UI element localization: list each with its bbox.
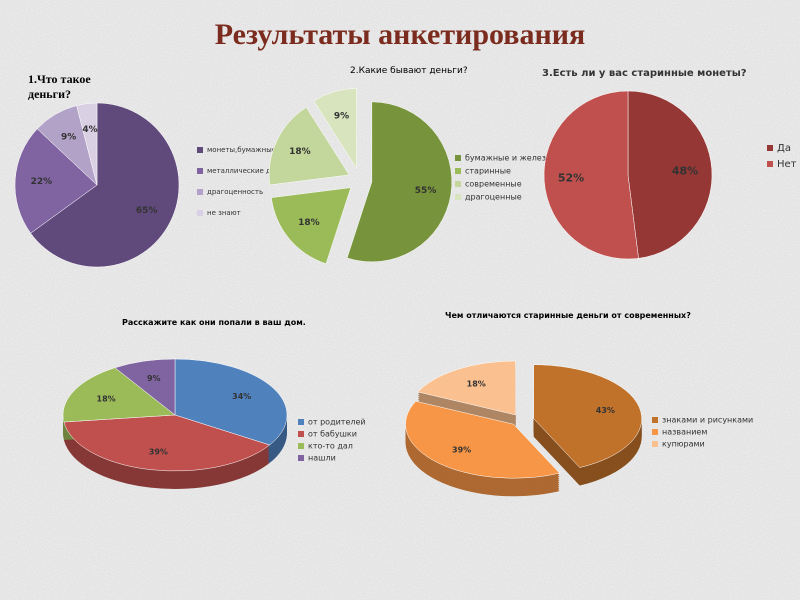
legend-label: Нет (777, 159, 797, 170)
pie-slice (405, 400, 560, 479)
legend-label: от бабушки (308, 430, 357, 439)
chart-title: Расскажите как они попали в ваш дом. (122, 318, 306, 327)
chart-title: 2.Какие бывают деньги? (350, 66, 468, 76)
value-label: 52% (558, 172, 584, 185)
legend-label: не знают (207, 209, 241, 217)
pie-slice (62, 367, 176, 423)
value-label: 34% (232, 392, 251, 401)
pie-slice (346, 101, 453, 263)
chart-title: Чем отличаются старинные деньги от совре… (445, 311, 691, 320)
value-label: 55% (415, 186, 437, 196)
pie-slice (313, 88, 357, 170)
legend-swatch (197, 189, 203, 195)
value-label: 4% (82, 125, 97, 135)
legend-label: металлические деньги (207, 167, 292, 175)
value-label: 18% (298, 218, 320, 228)
legend-swatch (298, 419, 304, 425)
legend-swatch (652, 417, 658, 423)
slide-title: Результаты анкетирования (214, 18, 586, 51)
legend-label: старинные (465, 167, 511, 176)
pie-slice (533, 364, 642, 468)
pie-slice (76, 102, 98, 186)
legend-label: Да (777, 143, 791, 154)
pie-slice (271, 187, 352, 265)
pie-slice (417, 360, 516, 416)
pie-slice (14, 128, 98, 234)
legend-label: драгоценные (465, 193, 522, 202)
value-label: 39% (149, 448, 168, 457)
legend-swatch (652, 441, 658, 447)
legend-label: знаками и рисунками (662, 416, 753, 425)
legend-label: современные (465, 180, 522, 189)
legend-swatch (197, 210, 203, 216)
pie-slice (30, 102, 180, 268)
legend-swatch (767, 145, 773, 151)
chart-title: 3.Есть ли у вас старинные монеты? (542, 68, 747, 79)
legend-label: драгоценность (207, 188, 263, 196)
value-label: 9% (147, 374, 161, 383)
legend-swatch (455, 181, 461, 187)
pie-slice (627, 90, 713, 259)
legend-swatch (652, 429, 658, 435)
legend-swatch (298, 443, 304, 449)
chart-title: 1.Что такое деньги? (28, 72, 91, 101)
legend-label: монеты,бумажные деньги (207, 146, 304, 154)
value-label: 18% (467, 379, 486, 388)
pie-slice (268, 106, 350, 186)
pie-slice (63, 414, 271, 472)
legend-label: купюрами (662, 440, 705, 449)
legend-label: названием (662, 428, 707, 437)
legend-swatch (197, 147, 203, 153)
pie-slice (543, 90, 639, 260)
pie-slice (114, 358, 176, 416)
value-label: 9% (61, 133, 76, 143)
legend-swatch (455, 168, 461, 174)
pie-slice (174, 358, 288, 446)
value-label: 39% (452, 446, 471, 455)
legend-label: нашли (308, 454, 336, 463)
legend-swatch (455, 194, 461, 200)
legend-swatch (298, 455, 304, 461)
value-label: 65% (136, 206, 158, 216)
legend-label: кто-то дал (308, 442, 353, 451)
legend-label: бумажные и железные (465, 154, 563, 163)
legend-swatch (197, 168, 203, 174)
legend-swatch (298, 431, 304, 437)
value-label: 43% (596, 406, 615, 415)
value-label: 9% (334, 112, 349, 122)
legend-swatch (455, 155, 461, 161)
value-label: 22% (31, 177, 53, 187)
value-label: 18% (289, 147, 311, 157)
value-label: 18% (97, 394, 116, 403)
value-label: 48% (672, 164, 698, 177)
legend-label: от родителей (308, 418, 366, 427)
legend-swatch (767, 161, 773, 167)
